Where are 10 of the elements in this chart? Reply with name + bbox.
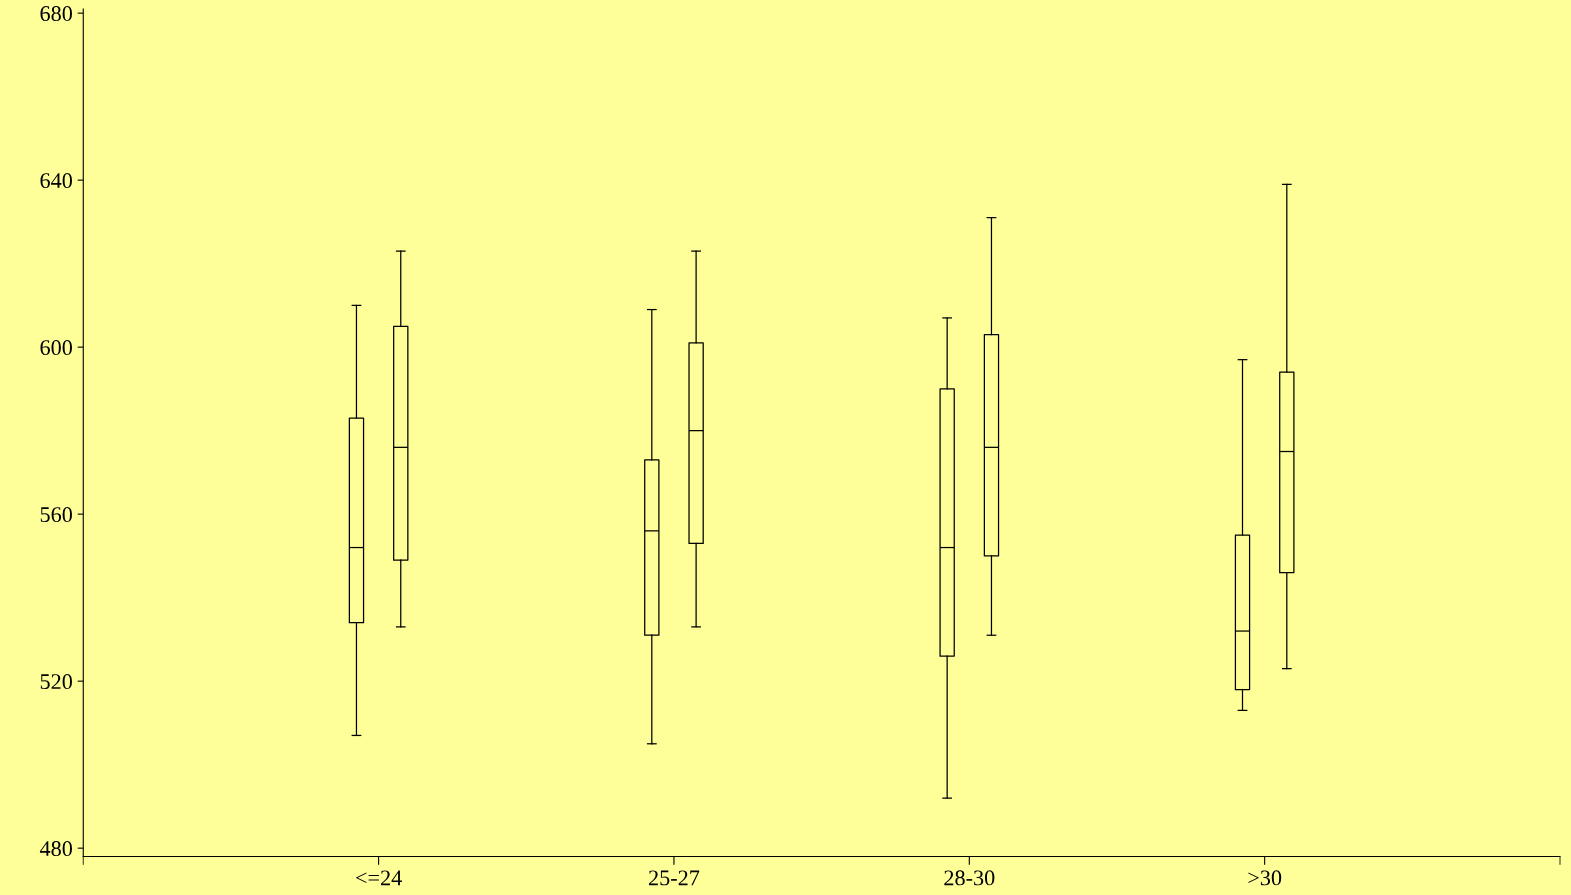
x-tick-label: 25-27	[649, 870, 700, 886]
y-tick-label: 560	[40, 507, 72, 523]
y-tick-label: 640	[40, 173, 72, 189]
x-tick-label: >30	[1248, 870, 1282, 886]
y-tick-label: 520	[40, 674, 72, 690]
x-tick-label: <=24	[356, 870, 402, 886]
x-tick-label: 28-30	[944, 870, 995, 886]
y-tick-label: 600	[40, 340, 72, 356]
y-tick-label: 480	[39, 841, 72, 857]
y-tick-label: 680	[40, 6, 72, 22]
